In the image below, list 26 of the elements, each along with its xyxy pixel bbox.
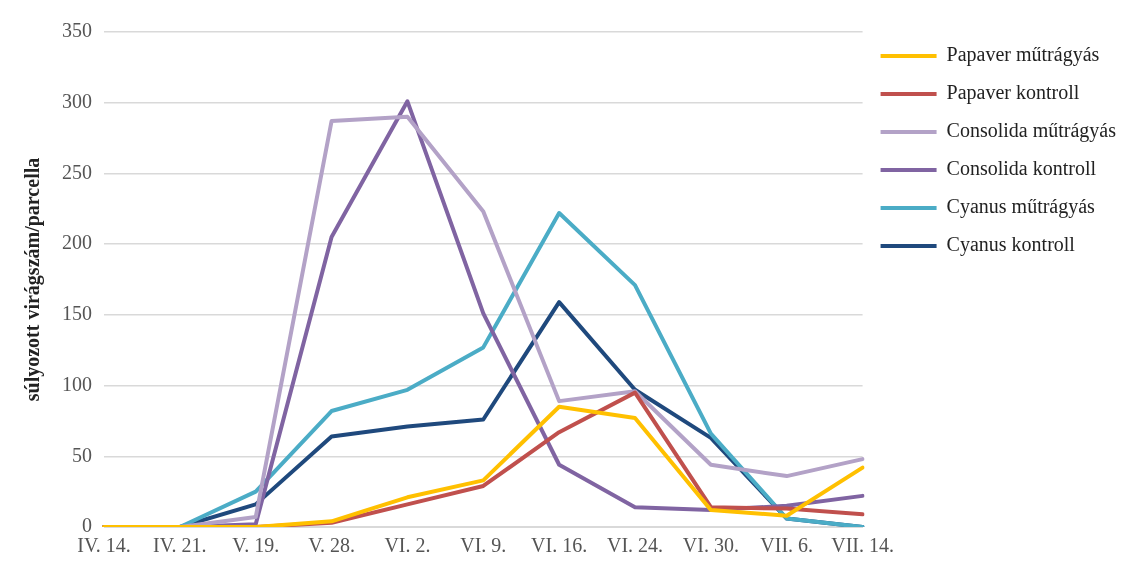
y-tick-label: 250 <box>62 160 92 183</box>
x-tick-label: VI. 16. <box>531 534 588 557</box>
legend-label: Cyanus műtrágyás <box>946 195 1096 219</box>
x-tick-label: V. 19. <box>232 534 280 557</box>
y-tick-label: 50 <box>72 443 92 466</box>
legend-label: Papaver műtrágyás <box>946 43 1100 67</box>
x-tick-label: VI. 2. <box>384 534 431 557</box>
y-tick-label: 200 <box>62 231 92 254</box>
x-tick-label: VII. 14. <box>831 534 894 557</box>
y-tick-label: 150 <box>62 302 92 325</box>
legend-label: Papaver kontroll <box>946 81 1080 105</box>
x-tick-label: VI. 24. <box>606 534 664 557</box>
y-tick-label: 100 <box>62 372 92 395</box>
x-tick-label: IV. 21. <box>153 534 207 557</box>
y-tick-label: 0 <box>82 514 92 537</box>
legend-label: Consolida műtrágyás <box>946 119 1117 143</box>
x-tick-label: VII. 6. <box>760 534 814 557</box>
x-tick-label: VI. 9. <box>460 534 507 557</box>
x-tick-label: V. 28. <box>308 534 356 557</box>
x-tick-label: IV. 14. <box>77 534 131 557</box>
x-tick-label: VI. 30. <box>682 534 739 557</box>
legend-label: Cyanus kontroll <box>946 233 1076 257</box>
y-axis-title: súlyozott virágszám/parcella <box>21 157 45 402</box>
y-tick-label: 300 <box>62 89 92 112</box>
y-tick-label: 350 <box>62 19 92 42</box>
legend-label: Consolida kontroll <box>946 157 1097 180</box>
